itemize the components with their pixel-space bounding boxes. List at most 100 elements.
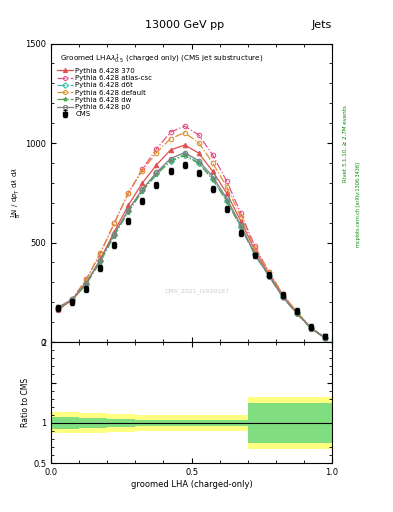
Pythia 6.428 p0 — [323, 335, 327, 341]
Pythia 6.428 p0 — [126, 207, 131, 213]
Pythia 6.428 dw — [140, 188, 145, 194]
Pythia 6.428 d6t — [210, 176, 215, 182]
Pythia 6.428 p0 — [309, 325, 313, 331]
Pythia 6.428 dw — [323, 335, 327, 341]
Text: CMS_2021_I1920187: CMS_2021_I1920187 — [165, 288, 230, 294]
Pythia 6.428 default — [112, 220, 117, 226]
Pythia 6.428 atlas-csc — [140, 166, 145, 172]
Pythia 6.428 d6t — [281, 294, 285, 300]
Pythia 6.428 p0 — [140, 186, 145, 193]
Pythia 6.428 atlas-csc — [239, 210, 243, 216]
Pythia 6.428 d6t — [56, 305, 61, 311]
Pythia 6.428 default — [154, 150, 159, 156]
Pythia 6.428 370 — [168, 147, 173, 153]
Y-axis label: $\mathrm{\frac{1}{d}N}$ / $\mathrm{d}p_T$ $\mathrm{d}\lambda$ $\mathrm{d}\lambda: $\mathrm{\frac{1}{d}N}$ / $\mathrm{d}p_T… — [10, 167, 24, 218]
Pythia 6.428 d6t — [196, 159, 201, 165]
Pythia 6.428 default — [98, 250, 103, 256]
Pythia 6.428 d6t — [295, 310, 299, 316]
Text: Groomed LHA$\lambda^{1}_{0.5}$ (charged only) (CMS jet substructure): Groomed LHA$\lambda^{1}_{0.5}$ (charged … — [59, 52, 263, 66]
Pythia 6.428 atlas-csc — [56, 307, 61, 313]
Text: Jets: Jets — [312, 20, 332, 31]
Pythia 6.428 default — [84, 277, 88, 283]
Pythia 6.428 370 — [281, 292, 285, 298]
Pythia 6.428 atlas-csc — [309, 326, 313, 332]
Pythia 6.428 p0 — [266, 272, 271, 279]
Line: Pythia 6.428 p0: Pythia 6.428 p0 — [56, 151, 327, 340]
Pythia 6.428 d6t — [98, 258, 103, 264]
Pythia 6.428 atlas-csc — [70, 296, 75, 303]
Pythia 6.428 p0 — [281, 294, 285, 300]
Pythia 6.428 p0 — [196, 158, 201, 164]
Pythia 6.428 default — [281, 291, 285, 297]
Pythia 6.428 atlas-csc — [281, 292, 285, 298]
Pythia 6.428 370 — [126, 202, 131, 208]
Text: 13000 GeV pp: 13000 GeV pp — [145, 20, 224, 31]
Pythia 6.428 d6t — [182, 152, 187, 158]
Pythia 6.428 d6t — [252, 251, 257, 257]
Pythia 6.428 p0 — [239, 222, 243, 228]
Pythia 6.428 atlas-csc — [295, 310, 299, 316]
Pythia 6.428 atlas-csc — [224, 178, 229, 184]
Pythia 6.428 370 — [182, 142, 187, 148]
Line: Pythia 6.428 d6t: Pythia 6.428 d6t — [56, 153, 327, 340]
Pythia 6.428 dw — [281, 294, 285, 301]
Pythia 6.428 dw — [224, 198, 229, 204]
Line: Pythia 6.428 default: Pythia 6.428 default — [56, 131, 327, 340]
Pythia 6.428 atlas-csc — [323, 335, 327, 341]
Pythia 6.428 dw — [126, 208, 131, 215]
Pythia 6.428 dw — [98, 259, 103, 265]
Pythia 6.428 370 — [154, 162, 159, 168]
Pythia 6.428 atlas-csc — [84, 276, 88, 283]
Pythia 6.428 d6t — [239, 224, 243, 230]
Pythia 6.428 atlas-csc — [210, 152, 215, 158]
Pythia 6.428 370 — [56, 306, 61, 312]
Pythia 6.428 atlas-csc — [252, 243, 257, 249]
Pythia 6.428 d6t — [168, 158, 173, 164]
Pythia 6.428 370 — [295, 309, 299, 315]
Pythia 6.428 default — [140, 167, 145, 174]
Pythia 6.428 dw — [168, 158, 173, 164]
Pythia 6.428 default — [70, 296, 75, 303]
Pythia 6.428 dw — [182, 152, 187, 158]
Pythia 6.428 d6t — [309, 325, 313, 331]
Pythia 6.428 d6t — [323, 335, 327, 341]
Pythia 6.428 dw — [239, 224, 243, 230]
Line: Pythia 6.428 atlas-csc: Pythia 6.428 atlas-csc — [56, 124, 327, 340]
Pythia 6.428 atlas-csc — [112, 220, 117, 226]
Pythia 6.428 default — [126, 190, 131, 196]
Pythia 6.428 p0 — [70, 296, 75, 303]
Pythia 6.428 370 — [252, 247, 257, 253]
Pythia 6.428 dw — [56, 305, 61, 311]
Pythia 6.428 370 — [224, 190, 229, 196]
Pythia 6.428 d6t — [126, 208, 131, 214]
Pythia 6.428 p0 — [295, 310, 299, 316]
Pythia 6.428 dw — [210, 176, 215, 182]
Pythia 6.428 p0 — [224, 195, 229, 201]
Pythia 6.428 dw — [196, 160, 201, 166]
Pythia 6.428 default — [224, 184, 229, 190]
Pythia 6.428 370 — [266, 271, 271, 277]
Pythia 6.428 atlas-csc — [98, 250, 103, 257]
Pythia 6.428 p0 — [112, 230, 117, 237]
Pythia 6.428 default — [239, 214, 243, 220]
Pythia 6.428 atlas-csc — [168, 129, 173, 135]
Pythia 6.428 atlas-csc — [126, 190, 131, 196]
Pythia 6.428 d6t — [84, 281, 88, 287]
Pythia 6.428 370 — [70, 297, 75, 303]
Pythia 6.428 d6t — [140, 187, 145, 194]
Pythia 6.428 370 — [112, 228, 117, 234]
Pythia 6.428 default — [252, 245, 257, 251]
Pythia 6.428 p0 — [84, 280, 88, 286]
Pythia 6.428 dw — [252, 252, 257, 258]
X-axis label: groomed LHA (charged-only): groomed LHA (charged-only) — [131, 480, 252, 489]
Pythia 6.428 default — [295, 309, 299, 315]
Pythia 6.428 default — [309, 325, 313, 331]
Pythia 6.428 default — [266, 268, 271, 274]
Pythia 6.428 370 — [239, 218, 243, 224]
Pythia 6.428 d6t — [112, 231, 117, 238]
Y-axis label: Ratio to CMS: Ratio to CMS — [21, 378, 30, 428]
Pythia 6.428 p0 — [56, 304, 61, 310]
Pythia 6.428 d6t — [266, 272, 271, 279]
Pythia 6.428 atlas-csc — [154, 146, 159, 152]
Pythia 6.428 default — [323, 335, 327, 341]
